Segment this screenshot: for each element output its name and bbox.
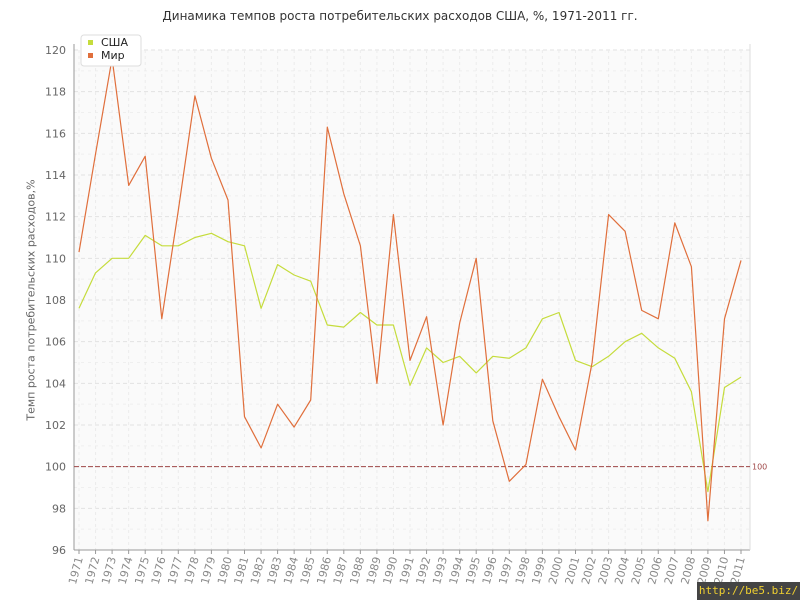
series-line-world xyxy=(78,57,742,522)
y-tick-label: 118 xyxy=(45,86,66,99)
legend-swatch xyxy=(88,40,93,45)
y-tick-label: 108 xyxy=(45,294,66,307)
y-tick-label: 96 xyxy=(52,544,66,557)
y-tick-label: 110 xyxy=(45,252,66,265)
y-tick-label: 100 xyxy=(45,461,66,474)
legend-swatch xyxy=(88,53,93,58)
y-tick-label: 112 xyxy=(45,211,66,224)
y-tick-label: 106 xyxy=(45,336,66,349)
chart-title: Динамика темпов роста потребительских ра… xyxy=(162,9,638,23)
legend-label: США xyxy=(101,36,128,49)
y-tick-label: 104 xyxy=(45,377,66,390)
reference-line-label: 100 xyxy=(752,463,767,472)
series-line-usa xyxy=(78,232,742,493)
y-tick-label: 114 xyxy=(45,169,66,182)
y-tick-label: 98 xyxy=(52,502,66,515)
legend-box xyxy=(80,34,142,67)
grid xyxy=(74,49,750,551)
y-tick-label: 120 xyxy=(45,44,66,57)
watermark[interactable]: http://be5.biz/ xyxy=(697,582,800,600)
legend-label: Мир xyxy=(101,49,125,62)
series-group xyxy=(78,57,742,522)
y-tick-label: 116 xyxy=(45,127,66,140)
reference-line-group: 100 xyxy=(74,463,767,472)
y-tick-label: 102 xyxy=(45,419,66,432)
